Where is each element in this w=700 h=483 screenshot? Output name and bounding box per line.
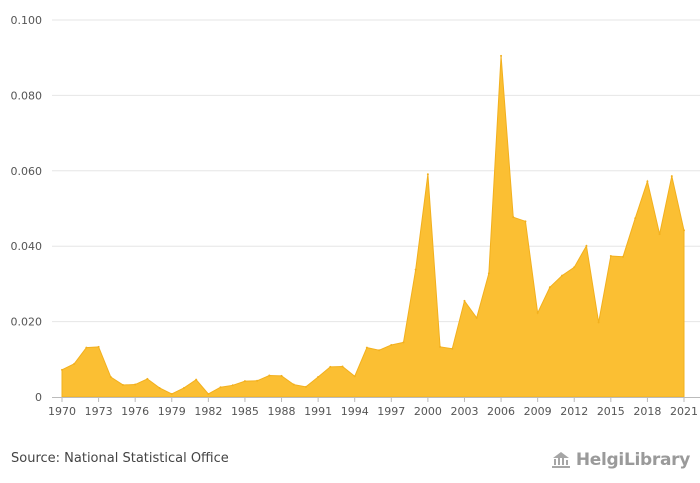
data-point (512, 216, 515, 219)
data-point (524, 220, 527, 223)
data-point (622, 255, 625, 258)
data-point (280, 374, 283, 377)
x-tick-label: 2009 (524, 405, 552, 418)
data-point (402, 341, 405, 344)
data-point (646, 180, 649, 183)
data-point (609, 255, 612, 257)
data-point (548, 286, 551, 289)
data-point (146, 377, 149, 380)
data-point (97, 345, 100, 348)
data-point (109, 376, 112, 379)
x-tick-label: 2015 (597, 405, 625, 418)
data-point (61, 368, 63, 371)
y-tick-label: 0 (35, 391, 42, 404)
data-point (182, 386, 185, 389)
x-tick-label: 1994 (341, 405, 369, 418)
data-point (451, 347, 454, 350)
x-tick-label: 1985 (231, 405, 259, 418)
y-tick-label: 0.060 (11, 165, 43, 178)
data-point (536, 311, 539, 314)
data-point (353, 375, 356, 378)
series-points (61, 54, 685, 395)
data-point (670, 175, 673, 178)
data-point (170, 392, 173, 395)
y-tick-label: 0.040 (11, 240, 43, 253)
x-tick-label: 2018 (633, 405, 661, 418)
data-point (658, 233, 661, 236)
x-tick-label: 1973 (85, 405, 113, 418)
y-tick-label: 0.080 (11, 89, 43, 102)
data-point (207, 392, 210, 395)
data-point (256, 379, 259, 382)
x-tick-label: 2000 (414, 405, 442, 418)
data-point (475, 316, 478, 319)
data-point (304, 385, 307, 388)
data-point (390, 343, 393, 346)
x-tick-label: 1982 (194, 405, 222, 418)
x-tick-label: 2012 (560, 405, 588, 418)
data-point (231, 384, 234, 387)
data-point (341, 365, 344, 368)
x-tick-label: 2021 (670, 405, 698, 418)
data-point (487, 272, 490, 275)
gridlines (52, 19, 700, 323)
data-point (158, 386, 161, 389)
data-point (292, 383, 295, 386)
data-point (243, 380, 246, 383)
data-point (561, 274, 564, 277)
data-point (463, 299, 466, 302)
x-tick-label: 2003 (450, 405, 478, 418)
x-tick-label: 1991 (304, 405, 332, 418)
data-point (634, 217, 637, 220)
data-point (573, 266, 576, 269)
data-point (414, 268, 417, 271)
y-tick-label: 0.020 (11, 316, 43, 329)
y-tick-label: 0.100 (11, 14, 43, 27)
data-point (195, 378, 198, 381)
x-tick-label: 1970 (48, 405, 76, 418)
data-point (73, 362, 76, 365)
data-point (134, 383, 137, 386)
data-point (683, 229, 685, 232)
data-point (85, 346, 88, 349)
data-point (439, 345, 442, 348)
data-point (597, 321, 600, 324)
data-point (329, 365, 332, 368)
series-area (61, 55, 685, 398)
source-label: Source: National Statistical Office (11, 451, 229, 466)
library-building-icon (551, 452, 570, 468)
x-tick-label: 1976 (121, 405, 149, 418)
data-point (121, 383, 124, 386)
x-tick-label: 1997 (377, 405, 405, 418)
data-point (219, 386, 222, 389)
data-point (500, 54, 503, 57)
x-tick-label: 1988 (268, 405, 296, 418)
x-tick-label: 1979 (158, 405, 186, 418)
x-tick-label: 2006 (487, 405, 515, 418)
data-point (426, 173, 429, 176)
data-point (585, 244, 588, 247)
helgi-library-logo: HelgiLibrary (550, 447, 690, 473)
chart-footer: Source: National Statistical Office Helg… (0, 440, 700, 483)
data-point (268, 374, 271, 377)
data-point (365, 346, 368, 349)
logo-text: HelgiLibrary (575, 450, 690, 470)
data-point (378, 349, 381, 352)
x-axis-ticks: 1970 1973 1976 1979 1982 1985 1988 1991 1994 1997… (48, 397, 698, 418)
y-axis-tick-labels: 0 0.020 0.040 0.060 0.080 0.100 (11, 14, 43, 404)
data-point (317, 376, 320, 379)
